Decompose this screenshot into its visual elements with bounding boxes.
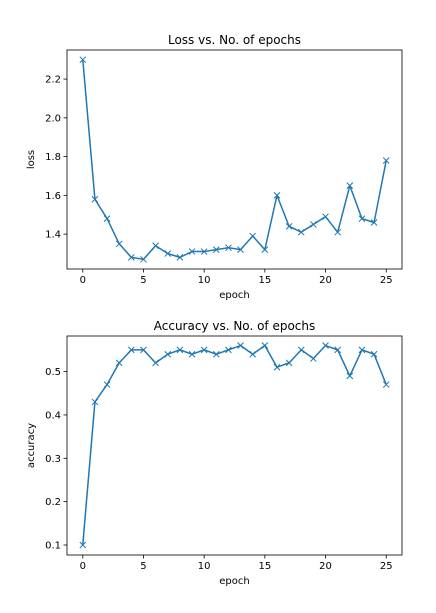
- accuracy-data-point: [358, 346, 366, 354]
- accuracy-data-point: [212, 350, 220, 358]
- loss-x-tick-label: 10: [198, 275, 211, 286]
- accuracy-plot-frame: [66, 335, 403, 556]
- accuracy-data-point: [382, 381, 390, 388]
- loss-y-axis-label: loss: [26, 150, 37, 169]
- loss-ticks: 0 5 10 15 20 25 1.4 1.6 1.8 2.0 2.2: [45, 75, 392, 286]
- loss-data-point: [176, 254, 184, 261]
- loss-data-point: [115, 240, 123, 248]
- loss-data-point: [164, 250, 172, 257]
- loss-x-tick-label: 25: [380, 275, 393, 286]
- accuracy-data-point: [152, 359, 159, 367]
- loss-chart: Loss vs. No. of epochs epoch loss 0 5 10 15…: [26, 33, 403, 301]
- accuracy-y-tick-label: 0.1: [45, 541, 61, 552]
- loss-data-point: [322, 213, 329, 221]
- accuracy-data-point: [310, 355, 317, 362]
- loss-data-point: [310, 221, 317, 228]
- accuracy-data-point: [237, 342, 244, 349]
- accuracy-data-point: [127, 346, 135, 354]
- accuracy-data-point: [249, 350, 257, 358]
- loss-data-point: [261, 246, 269, 253]
- accuracy-y-axis-label: accuracy: [26, 423, 37, 468]
- loss-x-tick-label: 15: [258, 275, 271, 286]
- loss-data-point: [79, 56, 87, 64]
- loss-y-tick-label: 2.2: [45, 75, 61, 86]
- loss-data-point: [297, 228, 305, 236]
- accuracy-x-tick-label: 15: [258, 561, 271, 572]
- loss-y-tick-label: 1.6: [45, 191, 61, 202]
- accuracy-x-tick-label: 20: [319, 561, 332, 572]
- accuracy-data-point: [103, 381, 111, 388]
- accuracy-y-tick-label: 0.4: [45, 410, 61, 421]
- accuracy-data-point: [370, 350, 378, 358]
- accuracy-data-point: [297, 346, 305, 354]
- loss-x-axis-label: epoch: [219, 290, 249, 301]
- loss-data-point: [225, 244, 232, 252]
- loss-y-tick-label: 1.4: [45, 230, 61, 241]
- loss-data-point: [212, 246, 220, 253]
- loss-data-point: [346, 182, 354, 190]
- loss-data-point: [127, 254, 135, 261]
- accuracy-data-point: [188, 350, 196, 358]
- loss-data-point: [103, 215, 111, 222]
- accuracy-data-point: [322, 342, 329, 349]
- accuracy-data-point: [140, 346, 147, 354]
- loss-data-point: [140, 255, 147, 263]
- loss-data-point: [188, 248, 196, 255]
- accuracy-data-point: [115, 359, 123, 367]
- loss-data-point: [200, 248, 208, 255]
- accuracy-data-point: [285, 359, 293, 367]
- accuracy-data-point: [200, 346, 208, 354]
- loss-y-tick-label: 2.0: [45, 113, 61, 124]
- accuracy-y-tick-label: 0.5: [45, 367, 61, 378]
- loss-data-point: [370, 219, 378, 226]
- accuracy-x-tick-label: 10: [198, 561, 211, 572]
- accuracy-data-point: [273, 363, 281, 371]
- accuracy-x-tick-label: 5: [140, 561, 146, 572]
- accuracy-series-line: [82, 344, 387, 546]
- loss-x-tick-label: 0: [80, 275, 86, 286]
- loss-chart-title: Loss vs. No. of epochs: [168, 33, 301, 47]
- accuracy-y-tick-label: 0.2: [45, 497, 61, 508]
- accuracy-x-axis-label: epoch: [219, 576, 249, 587]
- loss-data-point: [273, 192, 281, 199]
- accuracy-data-point: [164, 350, 172, 358]
- loss-data-point: [152, 242, 159, 250]
- loss-data-point: [237, 246, 244, 253]
- accuracy-x-tick-label: 0: [80, 561, 86, 572]
- loss-x-tick-label: 20: [319, 275, 332, 286]
- loss-data-point: [249, 232, 257, 240]
- loss-y-tick-label: 1.8: [45, 152, 61, 163]
- loss-series: [79, 56, 390, 263]
- accuracy-data-point: [346, 372, 354, 380]
- accuracy-data-point: [176, 346, 184, 354]
- loss-data-point: [91, 195, 99, 203]
- accuracy-x-tick-label: 25: [380, 561, 393, 572]
- accuracy-ticks: 0 5 10 15 20 25 0.1 0.2 0.3 0.4 0.5: [45, 367, 392, 572]
- accuracy-data-point: [261, 342, 269, 349]
- accuracy-series: [79, 342, 390, 549]
- loss-data-point: [382, 157, 390, 164]
- loss-data-point: [285, 223, 293, 230]
- accuracy-data-point: [225, 346, 232, 354]
- loss-data-point: [334, 228, 342, 236]
- loss-x-tick-label: 5: [140, 275, 146, 286]
- accuracy-data-point: [79, 541, 87, 549]
- accuracy-data-point: [91, 398, 99, 406]
- loss-data-point: [358, 215, 366, 222]
- loss-plot-frame: [66, 49, 403, 270]
- accuracy-y-tick-label: 0.3: [45, 454, 61, 465]
- accuracy-chart: Accuracy vs. No. of epochs epoch accurac…: [26, 319, 403, 587]
- accuracy-data-point: [334, 346, 342, 354]
- accuracy-chart-title: Accuracy vs. No. of epochs: [154, 319, 316, 333]
